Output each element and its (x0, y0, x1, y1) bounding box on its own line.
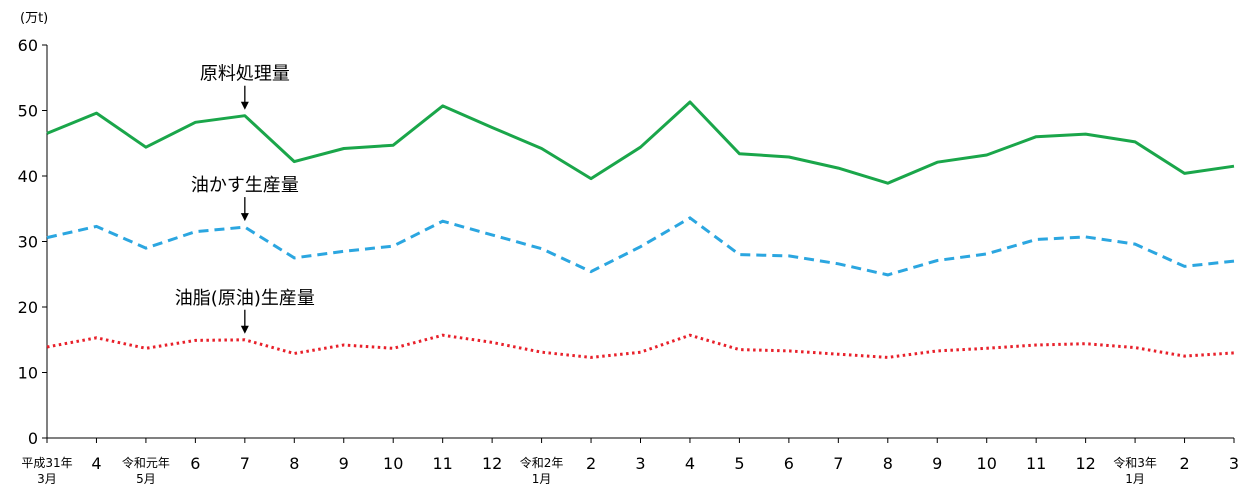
annotation-arrow-head (240, 101, 249, 110)
y-tick-label: 10 (18, 364, 38, 383)
x-tick-label: 9 (339, 454, 349, 473)
x-tick-label: 4 (91, 454, 101, 473)
x-tick-label: 11 (1026, 454, 1046, 473)
x-tick-label: 5 (734, 454, 744, 473)
x-tick-label: 2 (1179, 454, 1189, 473)
x-tick-label: 3 (1229, 454, 1239, 473)
x-tick-label: 10 (977, 454, 997, 473)
x-tick-label-month: 3月 (37, 472, 57, 486)
annotation-arrow-head (240, 213, 249, 222)
x-axis: 平成31年 3月 4 令和元年 5月 6 7 8 9 10 11 12 令和2年 1月 2 3 4 5 6 7 8 9 10… (21, 437, 1239, 486)
annotation-arrow-head (240, 325, 249, 334)
x-tick-label-month: 5月 (136, 472, 156, 486)
x-tick-label-era: 令和3年 (1113, 455, 1157, 470)
annotation-label: 油脂(原油)生産量 (175, 288, 315, 309)
series-line-3 (46, 333, 1235, 359)
x-tick-label-month: 1月 (532, 472, 552, 486)
y-axis: 0 10 20 30 40 50 60 (18, 36, 48, 448)
annotation-1: 原料処理量 (200, 64, 290, 110)
x-tick-label: 3 (635, 454, 645, 473)
y-tick-label: 40 (18, 167, 38, 186)
y-tick-label: 30 (18, 233, 38, 252)
annotation-label: 油かす生産量 (191, 175, 299, 196)
series-line-2 (46, 216, 1235, 277)
x-tick-label: 2 (586, 454, 596, 473)
x-tick-label: 9 (932, 454, 942, 473)
x-tick-label: 7 (833, 454, 843, 473)
x-tick-label: 6 (190, 454, 200, 473)
y-tick-label: 50 (18, 102, 38, 121)
x-tick-label: 10 (383, 454, 403, 473)
x-tick-label-era: 平成31年 (21, 456, 72, 470)
series-line-1 (46, 100, 1235, 185)
y-unit-label: (万t) (20, 11, 48, 26)
x-tick-label: 12 (1075, 454, 1095, 473)
x-tick-label-era: 令和元年 (122, 455, 170, 470)
annotation-label: 原料処理量 (200, 64, 290, 85)
y-tick-label: 60 (18, 36, 38, 55)
y-tick-label: 20 (18, 298, 38, 317)
x-tick-label: 8 (289, 454, 299, 473)
series-layer (46, 100, 1235, 359)
x-tick-label: 4 (685, 454, 695, 473)
x-tick-label: 6 (784, 454, 794, 473)
x-tick-label: 12 (482, 454, 502, 473)
x-tick-label: 11 (432, 454, 452, 473)
x-tick-label: 8 (883, 454, 893, 473)
x-tick-label-era: 令和2年 (520, 455, 564, 470)
y-tick-label: 0 (28, 429, 38, 448)
x-tick-label: 7 (240, 454, 250, 473)
annotation-2: 油かす生産量 (191, 175, 299, 222)
annotation-3: 油脂(原油)生産量 (175, 288, 315, 334)
x-tick-label-month: 1月 (1125, 472, 1145, 486)
